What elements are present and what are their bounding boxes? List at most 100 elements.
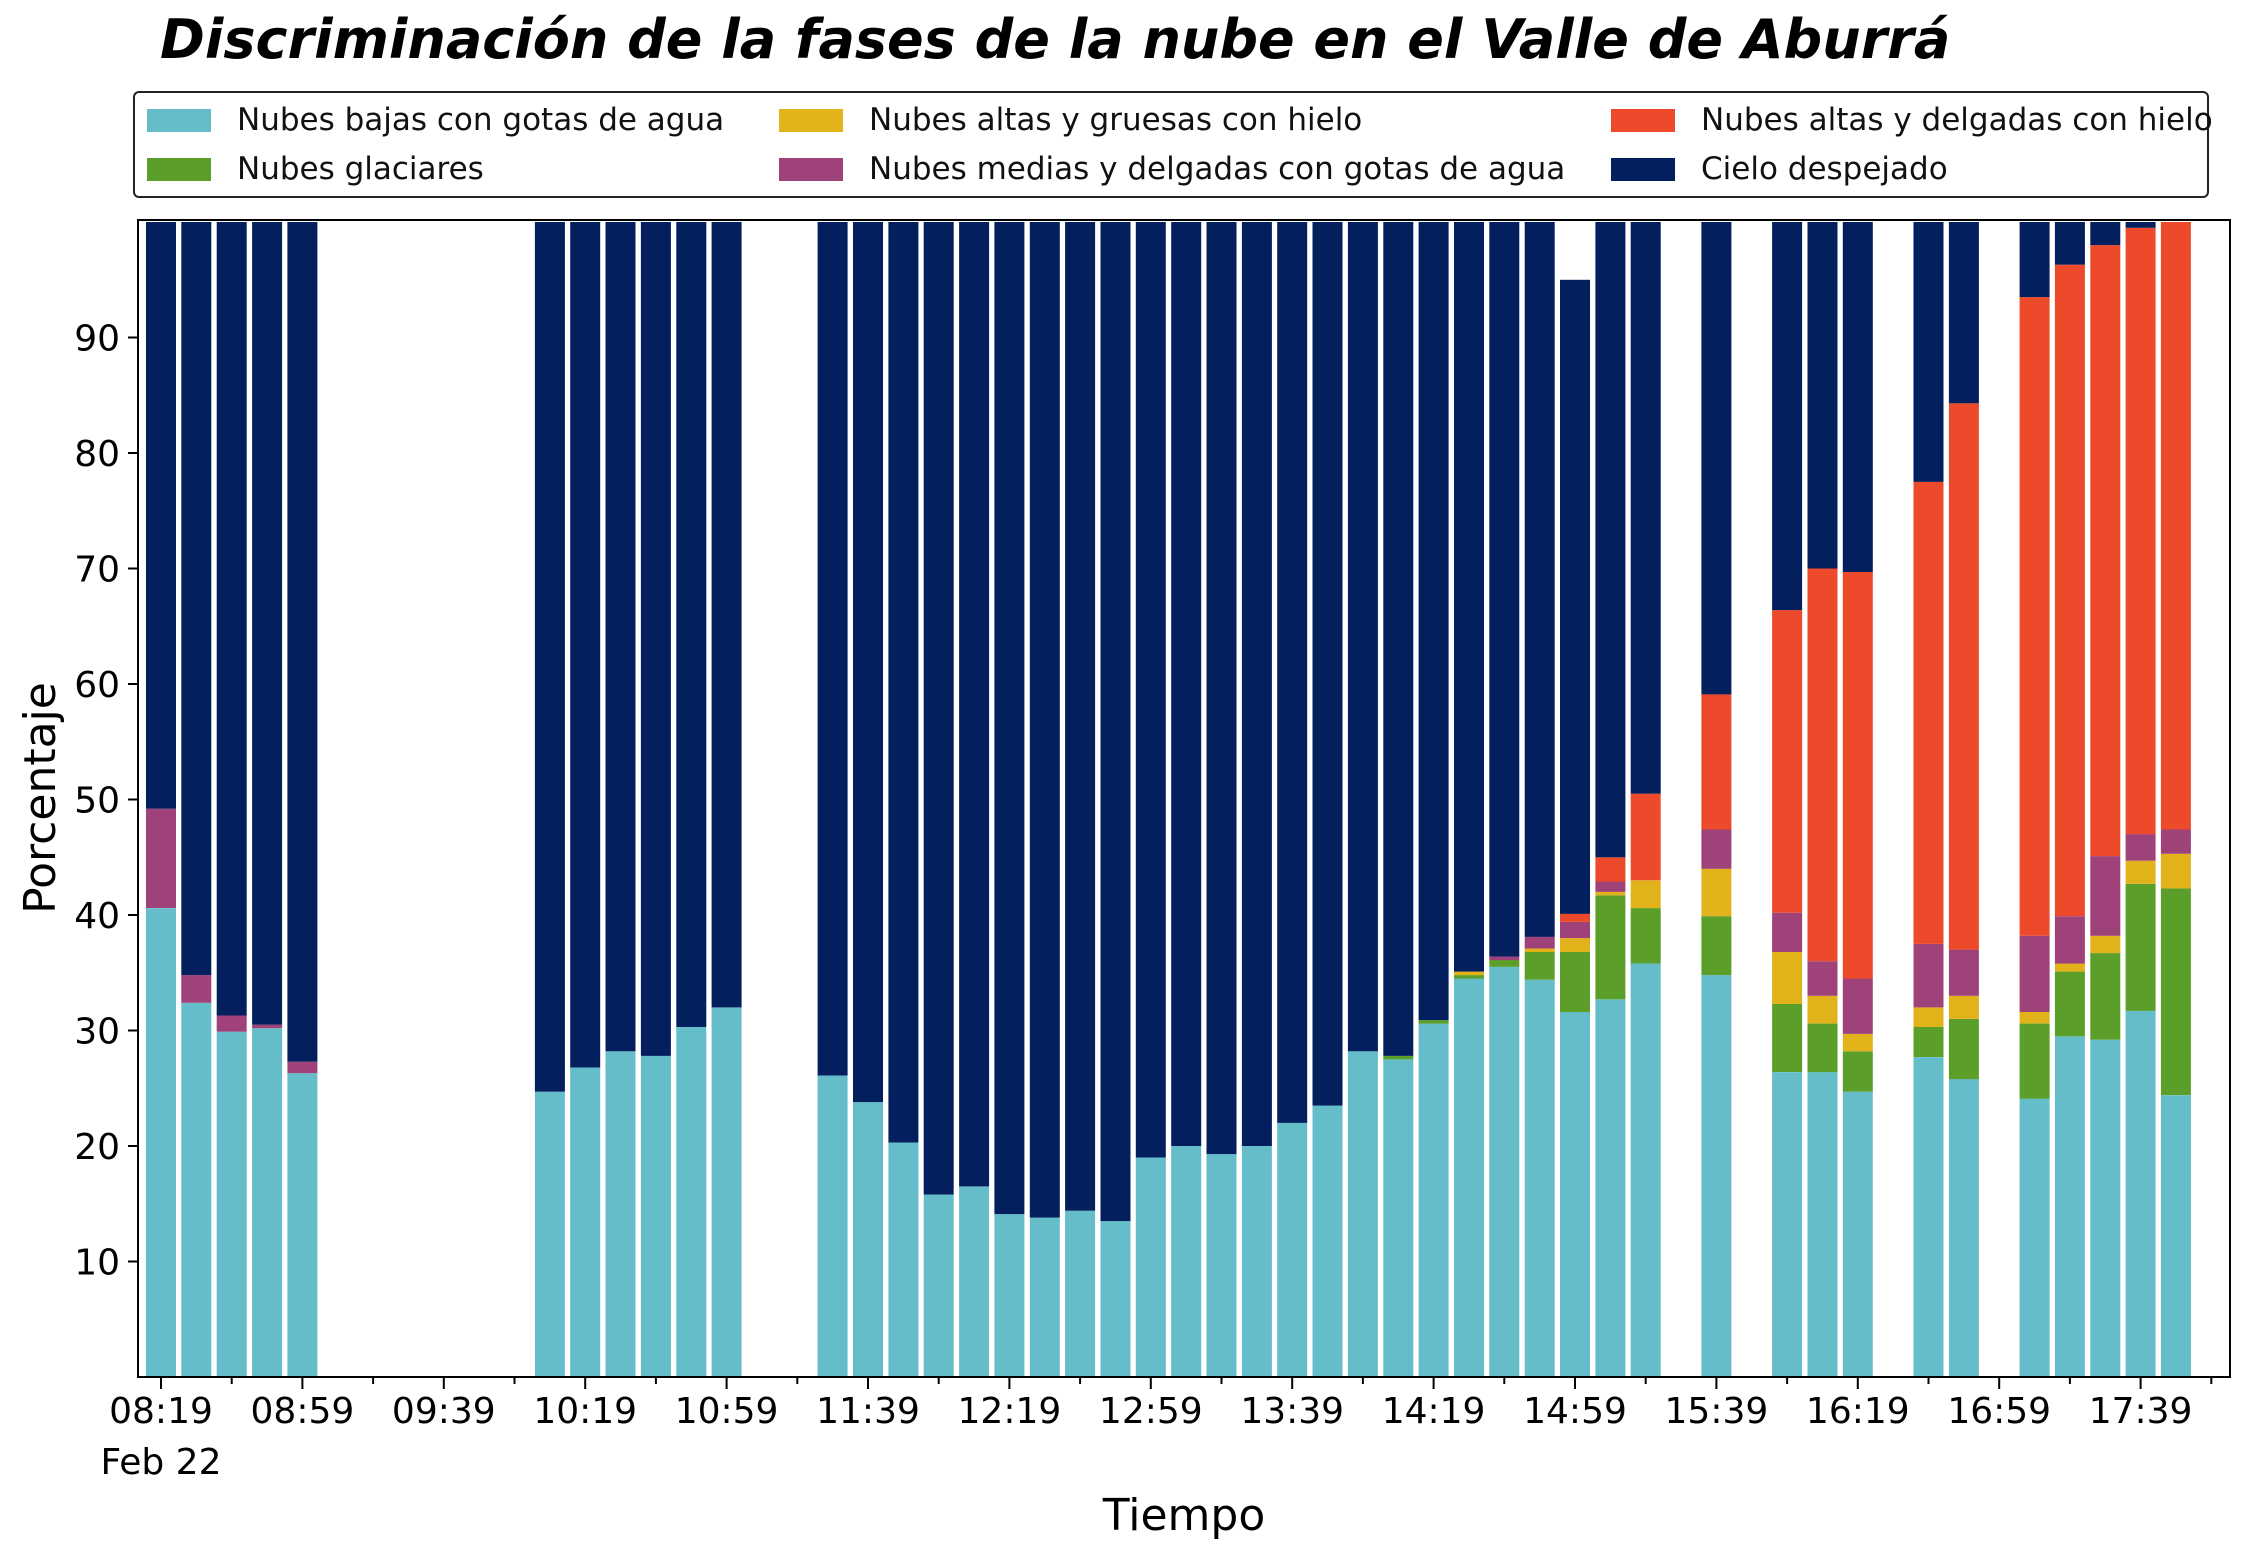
bar-segment bbox=[252, 1028, 283, 1377]
bar-segment bbox=[640, 1055, 671, 1377]
legend-swatch bbox=[1611, 108, 1675, 132]
legend-label: Cielo despejado bbox=[1701, 151, 1948, 187]
bar-segment bbox=[2160, 888, 2191, 1096]
bar-segment bbox=[1595, 895, 1626, 1000]
bar-segment bbox=[1277, 222, 1308, 1123]
bar-segment bbox=[1100, 222, 1131, 1222]
bar-segment bbox=[1524, 936, 1555, 949]
bar-segment bbox=[1807, 995, 1838, 1024]
bar-segment bbox=[2125, 860, 2156, 884]
bar-segment bbox=[1913, 1007, 1944, 1027]
bar-segment bbox=[2090, 856, 2121, 936]
y-tick-label: 20 bbox=[74, 1127, 120, 1168]
bar-segment bbox=[1842, 1034, 1873, 1052]
legend-swatch bbox=[147, 157, 211, 181]
bar-segment bbox=[1772, 610, 1803, 913]
bar-segment bbox=[2125, 227, 2156, 835]
bar-segment bbox=[1312, 1105, 1343, 1377]
bar-segment bbox=[2125, 834, 2156, 861]
bar-segment bbox=[1630, 793, 1661, 881]
legend-item: Cielo despejado bbox=[1611, 147, 1948, 191]
bar-segment bbox=[1560, 952, 1590, 1013]
bar-segment bbox=[1630, 880, 1661, 909]
bar-segment bbox=[1701, 975, 1732, 1377]
bar-segment bbox=[1595, 999, 1626, 1377]
bar-segment bbox=[2090, 222, 2121, 246]
bar-segment bbox=[1948, 949, 1979, 996]
legend-label: Nubes altas y delgadas con hielo bbox=[1701, 102, 2213, 138]
bar-segment bbox=[923, 1194, 954, 1377]
bar-segment bbox=[1029, 1217, 1060, 1377]
bar-segment bbox=[216, 1031, 247, 1377]
x-tick-label: 12:59 bbox=[1099, 1391, 1203, 1432]
bar-segment bbox=[676, 1027, 707, 1377]
bar-segment bbox=[1524, 979, 1555, 1377]
bar-segment bbox=[1065, 1210, 1096, 1377]
y-tick-label: 30 bbox=[74, 1012, 120, 1053]
bar-segment bbox=[1772, 222, 1803, 611]
bar-segment bbox=[1913, 481, 1944, 944]
bar-segment bbox=[640, 222, 671, 1056]
bar-segment bbox=[146, 222, 176, 809]
bars-layer bbox=[146, 222, 2191, 1377]
bar-segment bbox=[2054, 916, 2085, 964]
x-tick-label: 16:19 bbox=[1806, 1391, 1910, 1432]
bar-segment bbox=[1489, 960, 1520, 967]
bar-segment bbox=[994, 222, 1025, 1215]
y-tick-label: 10 bbox=[74, 1243, 120, 1284]
bar-segment bbox=[853, 1102, 883, 1377]
bar-segment bbox=[1772, 1003, 1803, 1072]
x-tick-sublabel: Feb 22 bbox=[101, 1442, 222, 1483]
bar-segment bbox=[1206, 1154, 1237, 1377]
bar-segment bbox=[959, 222, 990, 1187]
bar-segment bbox=[216, 222, 247, 1016]
bar-segment bbox=[1701, 868, 1732, 917]
bar-segment bbox=[1454, 971, 1484, 976]
bar-segment bbox=[1454, 978, 1484, 1377]
bar-segment bbox=[181, 975, 212, 1003]
legend-item: Nubes bajas con gotas de agua bbox=[147, 98, 724, 142]
bar-segment bbox=[1560, 913, 1590, 922]
x-tick-label: 16:59 bbox=[1947, 1391, 2051, 1432]
bar-segment bbox=[1241, 222, 1272, 1146]
bar-segment bbox=[1560, 921, 1590, 939]
y-tick-label: 60 bbox=[74, 665, 120, 706]
bar-segment bbox=[2160, 853, 2191, 889]
bar-segment bbox=[1065, 222, 1096, 1211]
bar-segment bbox=[1807, 1023, 1838, 1073]
bar-segment bbox=[605, 1051, 636, 1377]
bar-segment bbox=[1913, 1027, 1944, 1057]
bar-segment bbox=[1383, 1059, 1414, 1377]
bar-segment bbox=[2054, 264, 2085, 917]
bar-segment bbox=[1842, 978, 1873, 1034]
x-tick-label: 08:59 bbox=[251, 1391, 355, 1432]
bar-segment bbox=[1807, 1072, 1838, 1377]
legend-swatch bbox=[147, 108, 211, 132]
bar-segment bbox=[146, 808, 176, 908]
bar-segment bbox=[1842, 1091, 1873, 1377]
bar-segment bbox=[2125, 1010, 2156, 1377]
bar-segment bbox=[252, 1024, 283, 1029]
bar-segment bbox=[1454, 222, 1484, 972]
y-tick-label: 50 bbox=[74, 781, 120, 822]
bar-segment bbox=[1383, 222, 1414, 1056]
bar-segment bbox=[1807, 961, 1838, 996]
bar-segment bbox=[287, 1061, 318, 1074]
bar-segment bbox=[1701, 694, 1732, 830]
bar-segment bbox=[1277, 1122, 1308, 1377]
x-tick-label: 10:19 bbox=[533, 1391, 637, 1432]
bar-segment bbox=[959, 1186, 990, 1377]
bar-segment bbox=[605, 222, 636, 1052]
bar-segment bbox=[1948, 1079, 1979, 1377]
bar-segment bbox=[1347, 222, 1378, 1052]
bar-segment bbox=[994, 1214, 1025, 1377]
bar-segment bbox=[853, 222, 883, 1103]
bar-segment bbox=[1418, 1020, 1449, 1024]
legend-swatch bbox=[1611, 157, 1675, 181]
bar-segment bbox=[2054, 963, 2085, 972]
bar-segment bbox=[1524, 222, 1555, 937]
bar-segment bbox=[2090, 245, 2121, 857]
bar-segment bbox=[1772, 912, 1803, 952]
bar-segment bbox=[1454, 975, 1484, 979]
